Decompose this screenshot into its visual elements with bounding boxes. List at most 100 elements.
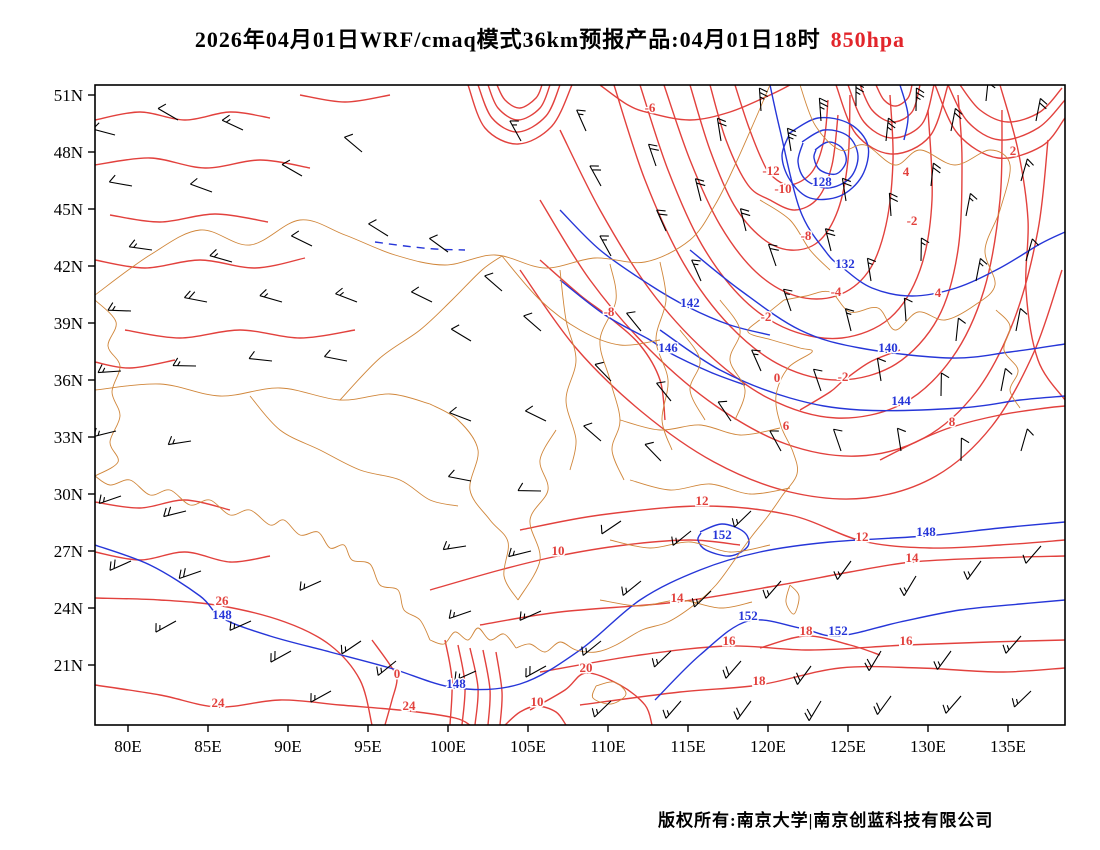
wind-barb	[576, 109, 587, 132]
temperature-contour	[689, 85, 851, 251]
temperature-label: 14	[671, 590, 685, 605]
temperature-contour	[496, 85, 543, 109]
temperature-contour	[457, 644, 466, 725]
wind-barb	[454, 670, 477, 681]
x-tick-label: 120E	[750, 737, 786, 756]
temperature-contour	[519, 269, 1063, 500]
wind-barb	[694, 178, 706, 202]
wind-barb	[841, 177, 852, 202]
map-boundary	[517, 429, 557, 601]
y-tick-label: 42N	[54, 257, 83, 276]
wind-barb	[662, 700, 682, 719]
temperature-label: 26	[216, 593, 230, 608]
y-tick-label: 27N	[54, 542, 83, 561]
temperature-label: 4	[935, 285, 942, 300]
map-boundary	[629, 479, 791, 495]
wind-barb	[299, 580, 322, 591]
map-boundary	[599, 599, 753, 609]
wind-barb	[107, 302, 132, 312]
wind-barb	[786, 127, 797, 152]
temperature-contour	[429, 539, 741, 591]
x-tick-label: 115E	[670, 737, 705, 756]
temperature-label: 18	[800, 623, 814, 638]
temperature-contour	[95, 551, 271, 563]
wind-barb	[716, 117, 727, 142]
height-contour	[769, 85, 1065, 297]
wind-barb	[818, 97, 829, 122]
wind-barb	[172, 357, 197, 367]
temperature-contour	[709, 85, 839, 211]
y-tick-label: 33N	[54, 428, 83, 447]
temperature-label: -10	[774, 181, 791, 196]
map-boundary	[783, 85, 1011, 331]
height-label: 148	[916, 524, 936, 539]
wind-barb	[221, 114, 244, 131]
y-tick-label: 45N	[54, 200, 83, 219]
temperature-contour	[759, 635, 881, 656]
wind-barb	[647, 143, 659, 167]
wind-barb	[310, 690, 332, 703]
x-tick-label: 95E	[354, 737, 381, 756]
wind-barb	[691, 259, 702, 282]
temperature-contour	[539, 639, 1065, 673]
wind-barb	[656, 209, 668, 232]
map-boundary	[619, 419, 781, 436]
wind-barb	[621, 580, 642, 596]
map-boundary	[429, 627, 517, 649]
wind-barb	[896, 427, 906, 452]
map-boundary	[599, 263, 625, 481]
wind-barb	[344, 133, 363, 153]
wind-barb	[832, 428, 843, 452]
temperature-label: 14	[906, 550, 920, 565]
wind-barb	[270, 650, 292, 663]
height-label: 152	[712, 527, 732, 542]
wind-barb	[960, 437, 970, 462]
temperature-contour	[95, 499, 231, 511]
wind-barb	[888, 192, 899, 217]
height-label: 144	[891, 393, 911, 408]
height-contour	[689, 249, 1065, 359]
map-boundary	[95, 85, 771, 296]
x-tick-label: 105E	[510, 737, 546, 756]
temperature-contour	[477, 85, 561, 133]
chart-title: 2026年04月01日WRF/cmaq模式36km预报产品:04月01日18时 8…	[0, 22, 1100, 54]
wind-barb	[975, 258, 988, 282]
wind-barb	[1035, 98, 1048, 122]
wind-barb	[157, 103, 179, 121]
temperature-contour	[539, 139, 1049, 457]
wind-barb	[950, 108, 963, 132]
y-tick-label: 36N	[54, 371, 83, 390]
x-tick-label: 80E	[114, 737, 141, 756]
temperature-contour	[95, 111, 271, 121]
wind-barb	[1022, 545, 1042, 564]
wind-barb	[767, 243, 779, 267]
wind-barb	[1000, 368, 1013, 392]
temperature-contour	[734, 85, 829, 186]
x-tick-label: 130E	[910, 737, 946, 756]
wind-barb	[812, 368, 823, 392]
x-tick-label: 110E	[590, 737, 625, 756]
temperature-contour	[95, 359, 176, 369]
wind-barb	[291, 230, 313, 247]
map-boundary	[515, 299, 813, 653]
temperature-contour	[934, 85, 1065, 160]
map-boundary	[249, 395, 459, 507]
wind-barb	[731, 510, 752, 528]
wind-barb	[95, 122, 116, 136]
height-contour	[95, 521, 1065, 691]
map-boundary	[339, 255, 503, 401]
map-boundary	[429, 403, 519, 601]
wind-barb	[429, 234, 449, 253]
temperature-contour	[482, 649, 491, 725]
wind-barb	[190, 177, 213, 193]
wind-barb	[591, 700, 612, 718]
temperature-label: 24	[403, 698, 417, 713]
wind-barb	[248, 351, 273, 362]
temperature-contour	[495, 651, 503, 725]
wind-barb	[885, 117, 896, 142]
map-boundary	[995, 309, 1021, 409]
wind-barb	[184, 290, 208, 303]
copyright-text: 版权所有:南京大学|南京创蓝科技有限公司	[658, 811, 994, 830]
map-boundary	[95, 299, 121, 477]
temperature-contour	[95, 157, 311, 169]
